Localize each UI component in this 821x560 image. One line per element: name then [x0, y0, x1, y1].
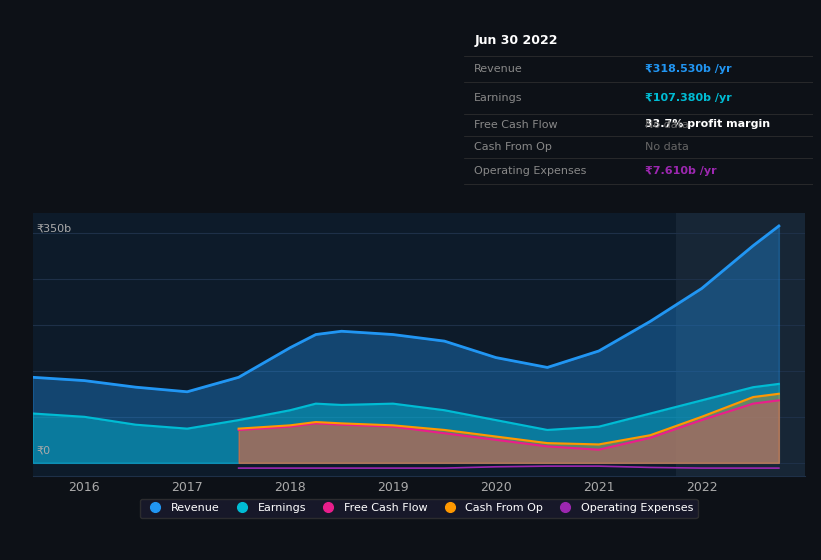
- Text: Jun 30 2022: Jun 30 2022: [475, 34, 557, 47]
- Bar: [676, 213, 805, 476]
- Text: Earnings: Earnings: [475, 93, 523, 103]
- Text: No data: No data: [645, 142, 689, 152]
- Text: ₹350b: ₹350b: [37, 223, 71, 234]
- Text: Revenue: Revenue: [475, 64, 523, 74]
- Text: ₹318.530b /yr: ₹318.530b /yr: [645, 64, 732, 74]
- Text: Cash From Op: Cash From Op: [475, 142, 553, 152]
- Text: ₹0: ₹0: [37, 446, 51, 456]
- Text: No data: No data: [645, 120, 689, 130]
- Text: ₹107.380b /yr: ₹107.380b /yr: [645, 93, 732, 103]
- Text: 33.7% profit margin: 33.7% profit margin: [645, 119, 770, 129]
- Text: ₹7.610b /yr: ₹7.610b /yr: [645, 166, 717, 176]
- Legend: Revenue, Earnings, Free Cash Flow, Cash From Op, Operating Expenses: Revenue, Earnings, Free Cash Flow, Cash …: [140, 499, 698, 518]
- Text: Operating Expenses: Operating Expenses: [475, 166, 587, 176]
- Text: Free Cash Flow: Free Cash Flow: [475, 120, 558, 130]
